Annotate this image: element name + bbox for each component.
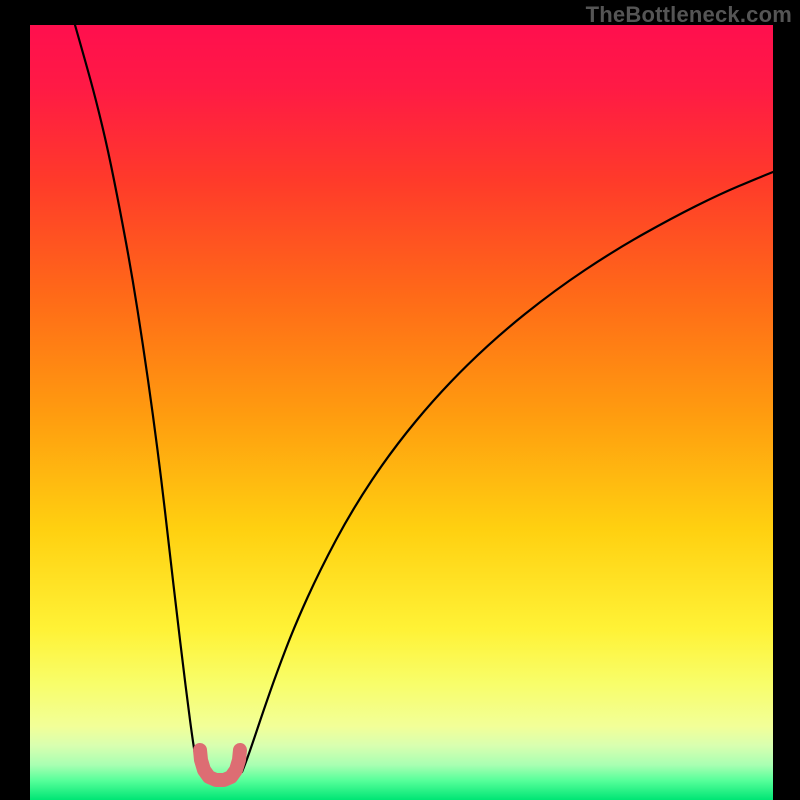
plot-area	[30, 25, 773, 800]
chart-container: { "watermark": { "text": "TheBottleneck.…	[0, 0, 800, 800]
watermark-text: TheBottleneck.com	[586, 2, 792, 28]
chart-svg	[0, 0, 800, 800]
